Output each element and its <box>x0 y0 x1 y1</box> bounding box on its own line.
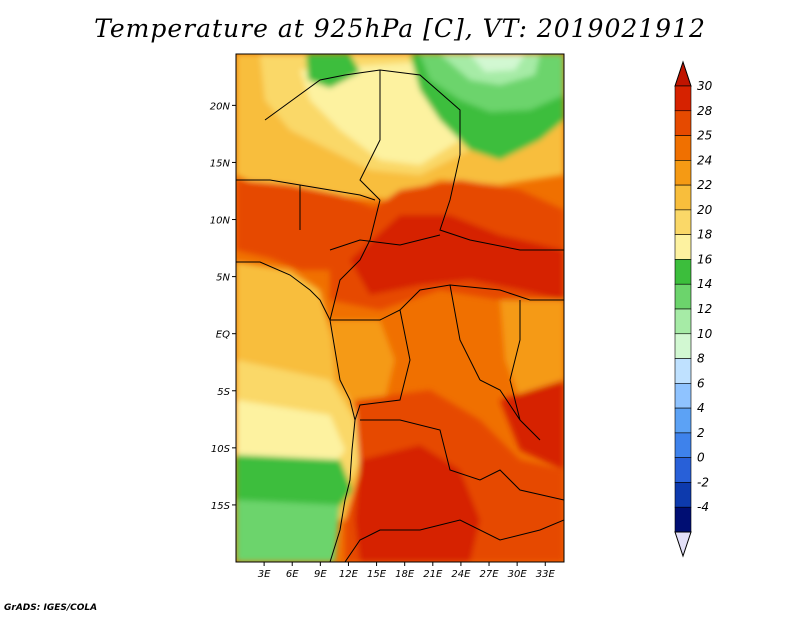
lon-tick-label: 24E <box>451 569 471 580</box>
colorbar-swatch <box>674 506 692 533</box>
colorbar-swatch <box>674 85 692 112</box>
colorbar-label: 4 <box>697 401 705 415</box>
field-18-atlantic <box>236 400 345 470</box>
lat-axis: 20N 15N 10N 5N EQ 5S 10S 15S <box>210 101 236 512</box>
colorbar-label: 24 <box>697 153 712 167</box>
lon-tick-label: 21E <box>423 569 443 580</box>
lon-tick-label: 15E <box>367 569 387 580</box>
lat-tick-label: 10S <box>211 444 231 455</box>
colorbar-label: 0 <box>697 451 705 465</box>
temperature-field <box>236 54 564 562</box>
lat-tick-label: 15S <box>211 501 231 512</box>
colorbar-label: 25 <box>697 129 712 143</box>
colorbar-label: -4 <box>697 500 709 514</box>
lon-tick-label: 9E <box>314 569 327 580</box>
lat-tick-label: 15N <box>210 158 231 169</box>
colorbar-label: 20 <box>697 203 713 217</box>
colorbar-label: 30 <box>697 79 713 93</box>
lon-tick-label: 33E <box>536 569 556 580</box>
field-10-northeast <box>470 54 525 72</box>
colorbar-swatch <box>674 358 692 384</box>
lon-tick-label: 30E <box>508 569 528 580</box>
country-borders <box>236 69 564 562</box>
colorbar-label: 28 <box>697 104 713 118</box>
colorbar-swatch <box>674 457 692 483</box>
colorbar-label: 22 <box>697 178 712 192</box>
colorbar-label: 8 <box>697 352 705 366</box>
lon-tick-label: 3E <box>258 569 271 580</box>
lon-tick-label: 27E <box>480 569 500 580</box>
colorbar-label: 10 <box>697 327 713 341</box>
colorbar-swatch <box>674 308 692 335</box>
colorbar-swatch <box>674 432 692 458</box>
colorbar-label: 2 <box>697 426 705 440</box>
lon-tick-label: 12E <box>339 569 359 580</box>
field-24-gabon <box>330 320 395 405</box>
colorbar-label: 18 <box>697 228 713 242</box>
colorbar-swatch <box>674 234 692 260</box>
map-title: Temperature at 925hPa [C], VT: 201902191… <box>94 14 706 43</box>
field-16-north <box>306 54 360 88</box>
colorbar-swatch <box>674 209 692 235</box>
colorbar-swatch <box>674 259 692 285</box>
colorbar-swatch <box>674 160 692 186</box>
colorbar-bottom-arrow <box>674 531 692 558</box>
lon-tick-label: 6E <box>286 569 299 580</box>
colorbar-swatch <box>674 383 692 409</box>
field-30-central <box>350 215 564 300</box>
field-30-south <box>355 445 480 562</box>
colorbar-swatch <box>674 482 692 508</box>
grads-credit: GrADS: IGES/COLA <box>4 603 98 613</box>
lat-tick-label: 10N <box>210 216 231 227</box>
lat-tick-label: 20N <box>210 101 231 112</box>
colorbar-swatch <box>674 283 692 310</box>
colorbar-label: 16 <box>697 252 713 266</box>
colorbar-swatch <box>674 333 692 359</box>
colorbar-label: 14 <box>697 277 712 291</box>
lat-tick-label: 5S <box>217 387 230 398</box>
lon-tick-label: 18E <box>395 569 415 580</box>
colorbar-swatch <box>674 135 692 161</box>
colorbar-label: 12 <box>697 302 712 316</box>
colorbar-top-arrow <box>674 60 692 87</box>
border-lines <box>236 69 564 562</box>
colorbar-swatch <box>674 407 692 434</box>
lat-tick-label: 5N <box>216 273 230 284</box>
field-14-atlantic <box>236 500 340 562</box>
colorbar-label: -2 <box>697 475 709 489</box>
map-frame <box>235 53 565 563</box>
coastline <box>236 261 356 562</box>
lat-tick-label: EQ <box>216 330 230 341</box>
colorbar-label: 6 <box>697 376 705 390</box>
colorbar-swatch <box>674 110 692 136</box>
colorbar-swatch <box>674 184 692 211</box>
lon-axis: 3E 6E 9E 12E 15E 18E 21E 24E 27E 30E 33E <box>258 562 556 580</box>
